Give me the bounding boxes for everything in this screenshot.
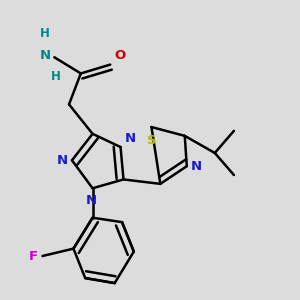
Text: H: H xyxy=(51,70,61,83)
Text: O: O xyxy=(115,49,126,62)
Text: N: N xyxy=(40,49,51,62)
Text: N: N xyxy=(56,154,68,167)
Text: N: N xyxy=(191,160,202,173)
Text: N: N xyxy=(125,132,136,145)
Text: H: H xyxy=(40,27,50,40)
Text: F: F xyxy=(29,250,38,262)
Text: N: N xyxy=(85,194,97,207)
Text: S: S xyxy=(147,134,156,147)
